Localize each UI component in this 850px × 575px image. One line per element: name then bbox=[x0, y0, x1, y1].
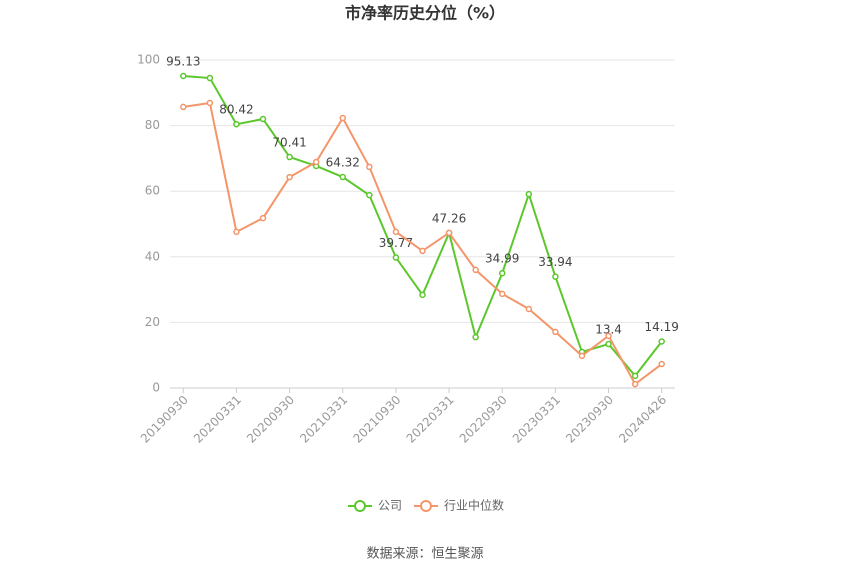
x-tick-label: 20240426 bbox=[616, 393, 669, 446]
data-label: 47.26 bbox=[432, 211, 466, 225]
y-tick-label: 60 bbox=[145, 184, 160, 198]
data-label: 13.4 bbox=[595, 323, 622, 337]
data-label: 70.41 bbox=[272, 136, 306, 150]
point bbox=[180, 72, 187, 80]
data-label: 95.13 bbox=[166, 54, 200, 68]
source-note: 数据来源：恒生聚源 bbox=[366, 547, 483, 562]
data-label: 33.94 bbox=[538, 255, 572, 269]
point bbox=[339, 173, 347, 181]
point bbox=[578, 352, 586, 360]
point bbox=[233, 228, 240, 236]
legend-label: 行业中位数 bbox=[444, 498, 504, 513]
point bbox=[658, 338, 665, 345]
point bbox=[233, 120, 240, 128]
legend-marker bbox=[354, 500, 366, 512]
point bbox=[472, 266, 479, 274]
point bbox=[605, 332, 612, 340]
point bbox=[392, 228, 400, 236]
point bbox=[286, 173, 293, 181]
point bbox=[525, 305, 533, 313]
point bbox=[552, 328, 559, 336]
x-tick-label: 20220331 bbox=[404, 393, 457, 446]
data-label: 64.32 bbox=[326, 156, 360, 170]
point bbox=[445, 229, 453, 237]
point bbox=[605, 340, 612, 348]
point bbox=[339, 114, 347, 122]
legend-marker bbox=[420, 500, 432, 512]
point bbox=[206, 74, 214, 82]
x-tick-label: 20230331 bbox=[510, 393, 563, 446]
x-tick-label: 20230930 bbox=[563, 393, 616, 446]
point bbox=[498, 290, 506, 298]
point bbox=[658, 360, 665, 368]
x-tick-label: 20210331 bbox=[297, 393, 350, 446]
data-label: 14.19 bbox=[645, 320, 679, 334]
y-tick-label: 20 bbox=[145, 315, 160, 329]
y-tick-label: 100 bbox=[137, 53, 160, 67]
x-tick-label: 20190930 bbox=[138, 393, 191, 446]
point bbox=[259, 115, 267, 123]
point bbox=[525, 190, 533, 198]
point bbox=[312, 158, 320, 166]
x-tick-label: 20210930 bbox=[350, 393, 403, 446]
data-label: 39.77 bbox=[379, 236, 413, 250]
x-tick-label: 20200930 bbox=[244, 393, 297, 446]
point bbox=[366, 163, 373, 171]
point bbox=[392, 254, 400, 261]
series-line bbox=[183, 101, 663, 386]
data-label: 34.99 bbox=[485, 252, 519, 266]
x-tick-label: 20200331 bbox=[191, 393, 244, 446]
x-tick-label: 20220930 bbox=[457, 393, 510, 446]
point bbox=[631, 380, 639, 388]
point bbox=[206, 99, 214, 107]
y-tick-label: 40 bbox=[145, 249, 160, 263]
point bbox=[472, 333, 479, 341]
point bbox=[498, 269, 506, 277]
legend-label: 公司 bbox=[378, 499, 402, 513]
series-line bbox=[183, 74, 663, 378]
point bbox=[366, 191, 373, 199]
point bbox=[286, 153, 293, 161]
point bbox=[631, 372, 639, 380]
chart-title: 市净率历史分位（%） bbox=[345, 4, 505, 23]
point bbox=[419, 247, 426, 255]
point bbox=[180, 103, 187, 111]
point bbox=[419, 291, 426, 299]
point bbox=[259, 214, 267, 222]
point bbox=[552, 273, 559, 280]
y-tick-label: 80 bbox=[145, 118, 160, 132]
y-tick-label: 0 bbox=[152, 381, 160, 395]
data-label: 80.42 bbox=[219, 103, 253, 117]
